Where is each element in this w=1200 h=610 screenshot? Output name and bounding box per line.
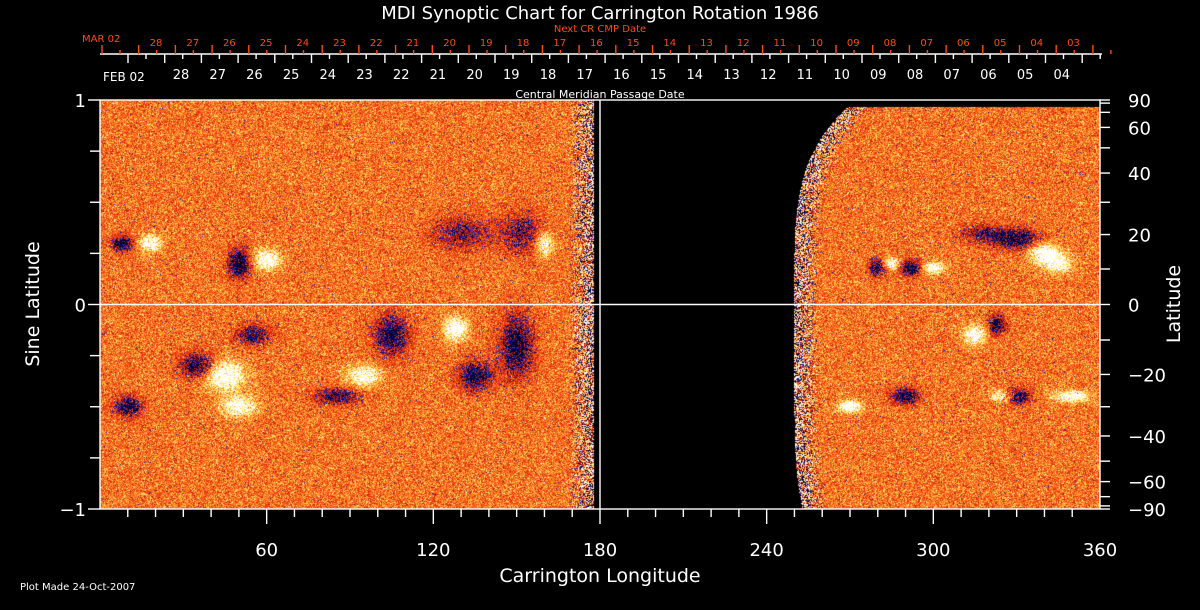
cmp-date-label: 09: [870, 68, 887, 83]
x-axis-label: Carrington Longitude: [499, 565, 700, 587]
chart-title: MDI Synoptic Chart for Carrington Rotati…: [381, 3, 819, 24]
cmp-date-label: 16: [613, 68, 630, 83]
next-cmp-date-label: 24: [296, 38, 309, 49]
cmp-date-label: 04: [1054, 68, 1071, 83]
cmp-date-label: 21: [430, 68, 447, 83]
y-right-tick-label: 0: [1128, 296, 1139, 317]
next-cmp-date-label: 22: [370, 38, 383, 49]
y-left-tick-label: 0: [75, 296, 86, 317]
cmp-date-label: 05: [1017, 68, 1034, 83]
next-cmp-date-label: 09: [847, 38, 860, 49]
x-tick-label: 240: [749, 540, 783, 561]
cmp-date-label: 12: [760, 68, 777, 83]
cmp-date-label: 15: [650, 68, 667, 83]
next-cmp-axis-label: Next CR CMP Date: [554, 24, 646, 35]
y-right-tick-label: 40: [1128, 164, 1151, 185]
next-cmp-date-label: 23: [333, 38, 346, 49]
next-cmp-date-label: 20: [443, 38, 456, 49]
y-right-tick-label: −60: [1128, 473, 1166, 494]
cmp-date-label: 06: [980, 68, 997, 83]
next-cmp-date-label: 11: [774, 38, 787, 49]
y-left-axis-label: Sine Latitude: [22, 241, 44, 366]
cmp-date-label: 11: [797, 68, 814, 83]
next-cmp-date-label: 27: [186, 38, 199, 49]
y-left-tick-label: −1: [59, 500, 86, 521]
cmp-date-label: 19: [503, 68, 520, 83]
next-cmp-date-label: 14: [663, 38, 676, 49]
cmp-date-label: 22: [393, 68, 410, 83]
y-right-tick-label: 90: [1128, 91, 1151, 112]
next-cmp-date-label: 06: [957, 38, 970, 49]
cmp-date-label: 25: [283, 68, 300, 83]
next-cmp-date-label: 12: [737, 38, 750, 49]
x-tick-label: 60: [255, 540, 278, 561]
cmp-date-label: 28: [173, 68, 190, 83]
next-cmp-date-label: 05: [994, 38, 1007, 49]
cmp-date-label: 20: [466, 68, 483, 83]
y-right-tick-label: −40: [1128, 427, 1166, 448]
x-tick-label: 300: [916, 540, 950, 561]
y-right-tick-label: −90: [1128, 500, 1166, 521]
cmp-date-label: 27: [209, 68, 226, 83]
x-tick-label: 180: [583, 540, 617, 561]
cmp-axis-label: Central Meridian Passage Date: [515, 88, 684, 101]
cmp-first-date: FEB 02: [103, 70, 145, 84]
x-tick-label: 120: [416, 540, 450, 561]
x-tick-label: 360: [1083, 540, 1117, 561]
next-cmp-date-label: 08: [884, 38, 897, 49]
next-cmp-date-label: 25: [260, 38, 273, 49]
cmp-date-label: 18: [540, 68, 557, 83]
next-cmp-date-label: 26: [223, 38, 236, 49]
next-cmp-date-label: 17: [553, 38, 566, 49]
cmp-date-label: 23: [356, 68, 373, 83]
cmp-date-label: 08: [907, 68, 924, 83]
next-cmp-date-label: 13: [700, 38, 713, 49]
cmp-date-label: 24: [320, 68, 337, 83]
next-cmp-date-label: 19: [480, 38, 493, 49]
cmp-date-label: 10: [833, 68, 850, 83]
plot-made-date: Plot Made 24-Oct-2007: [20, 582, 135, 593]
next-cmp-first-date: MAR 02: [82, 34, 120, 45]
y-right-axis-label: Latitude: [1163, 265, 1185, 343]
y-right-tick-label: 60: [1128, 118, 1151, 139]
next-cmp-date-label: 07: [920, 38, 933, 49]
next-cmp-date-label: 15: [627, 38, 640, 49]
cmp-date-label: 26: [246, 68, 263, 83]
next-cmp-date-label: 04: [1030, 38, 1043, 49]
next-cmp-date-label: 10: [810, 38, 823, 49]
cmp-date-label: 14: [687, 68, 704, 83]
next-cmp-date-label: 28: [150, 38, 163, 49]
next-cmp-date-label: 21: [407, 38, 420, 49]
next-cmp-date-label: 18: [517, 38, 530, 49]
y-left-tick-label: 1: [75, 91, 86, 112]
next-cmp-date-label: 03: [1067, 38, 1080, 49]
cmp-date-label: 07: [943, 68, 960, 83]
next-cmp-date-label: 16: [590, 38, 603, 49]
y-right-tick-label: 20: [1128, 226, 1151, 247]
y-right-tick-label: −20: [1128, 365, 1166, 386]
cmp-date-label: 13: [723, 68, 740, 83]
cmp-date-label: 17: [576, 68, 593, 83]
